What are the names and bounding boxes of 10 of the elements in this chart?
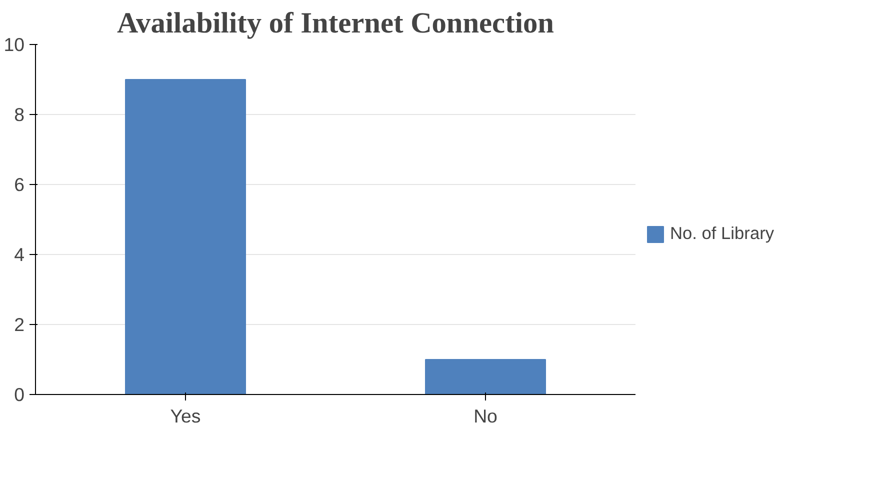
x-tick-label: No	[474, 406, 498, 426]
y-tick-label: 8	[14, 104, 25, 125]
y-tick-label: 10	[4, 34, 25, 55]
chart-title: Availability of Internet Connection	[117, 8, 554, 40]
y-tick-label: 6	[14, 174, 25, 195]
y-tick-label: 4	[14, 244, 25, 265]
x-tick-label: Yes	[170, 406, 201, 426]
y-tick-label: 2	[14, 314, 25, 335]
legend-label: No. of Library	[670, 223, 774, 244]
y-tick-label: 0	[14, 384, 25, 405]
